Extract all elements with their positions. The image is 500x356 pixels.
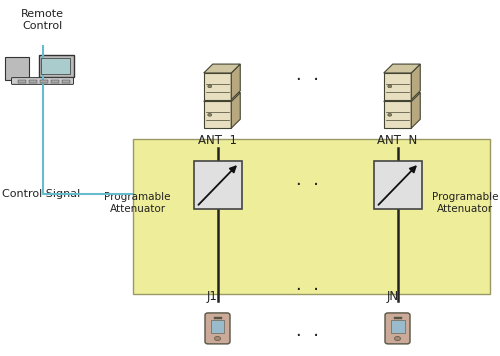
Circle shape [388,85,392,88]
Text: JN: JN [386,290,398,303]
Circle shape [394,336,400,341]
Text: Remote
Control: Remote Control [21,9,64,31]
FancyBboxPatch shape [12,78,74,84]
Bar [394,318,402,319]
Text: Control Signal: Control Signal [2,189,81,199]
Polygon shape [204,93,240,101]
Bar [214,318,222,319]
Bar [132,139,490,294]
Polygon shape [384,64,420,73]
Bar [390,320,404,333]
Bar [18,80,25,83]
Bar [38,55,74,77]
Bar [40,80,48,83]
Bar [374,161,422,209]
Polygon shape [204,64,240,73]
Bar [50,80,58,83]
Bar [5,57,29,80]
Text: ANT  1: ANT 1 [198,134,237,147]
Text: ·  ·: · · [296,176,319,194]
Polygon shape [411,93,420,128]
Bar [204,73,231,100]
Circle shape [208,85,212,88]
Text: ·  ·: · · [296,328,319,345]
Polygon shape [231,64,240,100]
Text: ANT  N: ANT N [378,134,418,147]
Polygon shape [384,93,420,101]
Polygon shape [231,93,240,128]
Bar [194,161,242,209]
Text: J1: J1 [207,290,218,303]
Bar [28,80,36,83]
FancyBboxPatch shape [205,313,230,344]
Polygon shape [411,64,420,100]
Bar [210,320,224,333]
Bar [62,80,70,83]
Text: ·  ·: · · [296,281,319,299]
Text: Programable
Attenuator: Programable Attenuator [104,192,171,214]
Text: ·  ·: · · [296,71,319,89]
Bar [384,73,411,100]
Bar [384,101,411,128]
Circle shape [388,113,392,116]
FancyBboxPatch shape [385,313,410,344]
Circle shape [214,336,220,341]
Bar [204,101,231,128]
Circle shape [208,113,212,116]
Bar [41,58,70,74]
Text: Programable
Attenuator: Programable Attenuator [432,192,498,214]
